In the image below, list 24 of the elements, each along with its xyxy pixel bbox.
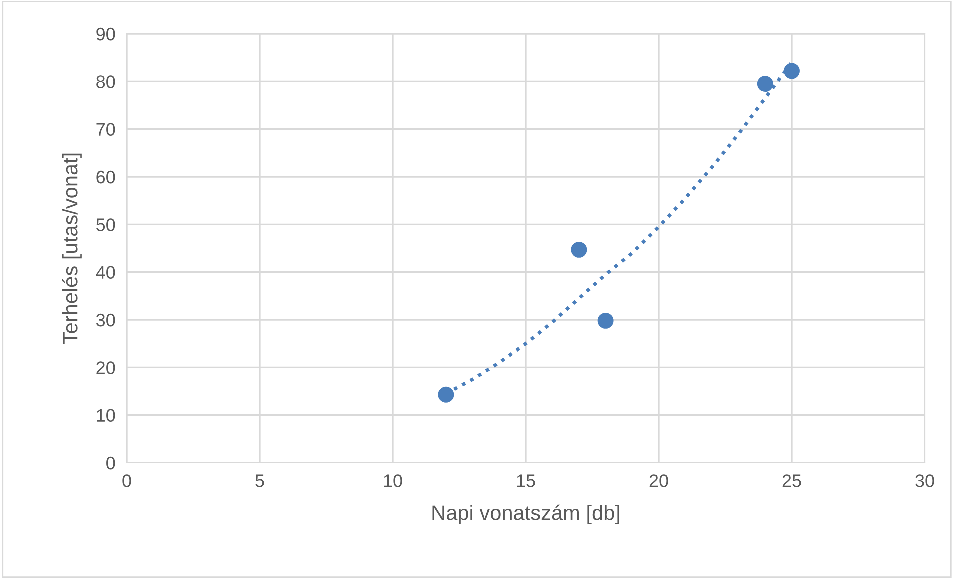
x-tick-label: 30 (916, 474, 934, 488)
y-tick-label: 70 (96, 123, 116, 136)
y-tick-label: 10 (97, 409, 116, 422)
y-tick-label: 80 (96, 76, 116, 88)
point (571, 242, 588, 258)
x-tick-label: 5 (256, 474, 264, 488)
y-tick-label: 0 (106, 456, 116, 470)
x-tick-label: 25 (782, 474, 802, 488)
y-tick-label: 50 (96, 218, 116, 232)
point (784, 63, 800, 80)
point (438, 386, 454, 403)
point (757, 76, 774, 92)
y-tick-label: 60 (96, 170, 116, 184)
y-tick-label: 20 (96, 362, 116, 374)
y-axis-title: Terhelés [utas/vonat] (62, 154, 82, 344)
point (598, 312, 614, 329)
y-tick-label: 30 (96, 314, 116, 327)
x-tick-label: 20 (650, 474, 668, 488)
x-tick-label: 15 (517, 474, 536, 488)
y-tick-label: 40 (96, 266, 116, 280)
y-tick-label: 90 (96, 28, 116, 41)
x-axis-title: Napi vonatszám [db] (432, 504, 620, 524)
x-tick-label: 10 (384, 474, 402, 488)
x-tick-label: 0 (122, 474, 132, 488)
